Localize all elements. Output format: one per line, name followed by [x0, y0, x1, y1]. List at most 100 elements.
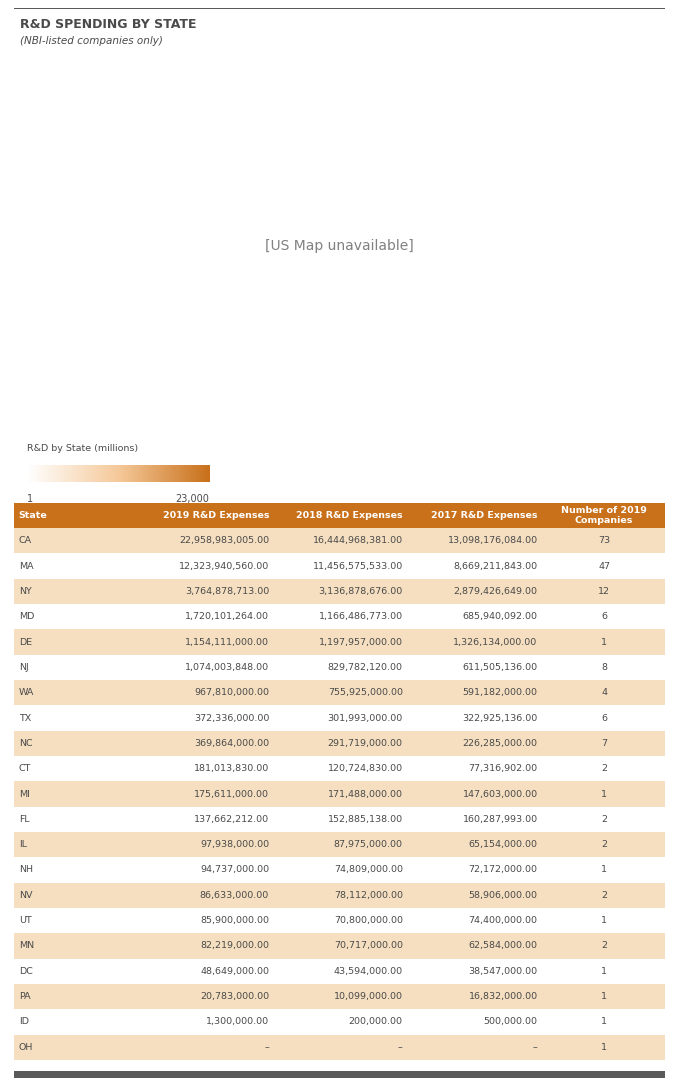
FancyBboxPatch shape	[141, 908, 274, 934]
FancyBboxPatch shape	[408, 528, 543, 553]
FancyBboxPatch shape	[274, 908, 408, 934]
Text: 73: 73	[598, 536, 610, 545]
Text: NJ: NJ	[19, 663, 29, 672]
Text: MN: MN	[19, 941, 34, 951]
Text: R&D SPENDING BY STATE: R&D SPENDING BY STATE	[20, 17, 197, 30]
FancyBboxPatch shape	[14, 1072, 665, 1078]
Text: 829,782,120.00: 829,782,120.00	[328, 663, 403, 672]
FancyBboxPatch shape	[543, 756, 665, 782]
Text: 6: 6	[601, 612, 607, 621]
Text: CT: CT	[19, 764, 31, 773]
FancyBboxPatch shape	[408, 857, 543, 883]
FancyBboxPatch shape	[408, 604, 543, 630]
FancyBboxPatch shape	[141, 958, 274, 984]
Text: 1: 1	[601, 1042, 607, 1052]
Text: Number of 2019
Companies: Number of 2019 Companies	[562, 506, 647, 525]
FancyBboxPatch shape	[141, 528, 274, 553]
FancyBboxPatch shape	[408, 806, 543, 832]
FancyBboxPatch shape	[543, 1035, 665, 1060]
Text: 72,172,000.00: 72,172,000.00	[469, 866, 538, 874]
FancyBboxPatch shape	[408, 832, 543, 857]
Text: NV: NV	[19, 890, 33, 900]
FancyBboxPatch shape	[141, 680, 274, 705]
FancyBboxPatch shape	[14, 705, 141, 731]
Text: R&D by State (millions): R&D by State (millions)	[26, 444, 138, 453]
Text: –: –	[264, 1042, 269, 1052]
FancyBboxPatch shape	[274, 934, 408, 958]
Text: 4: 4	[601, 688, 607, 697]
FancyBboxPatch shape	[141, 1009, 274, 1035]
FancyBboxPatch shape	[543, 806, 665, 832]
Text: 48,649,000.00: 48,649,000.00	[200, 967, 269, 976]
FancyBboxPatch shape	[14, 528, 141, 553]
FancyBboxPatch shape	[141, 782, 274, 806]
FancyBboxPatch shape	[141, 1035, 274, 1060]
Text: 16,832,000.00: 16,832,000.00	[469, 992, 538, 1001]
FancyBboxPatch shape	[543, 630, 665, 654]
FancyBboxPatch shape	[543, 1009, 665, 1035]
Text: 13,098,176,084.00: 13,098,176,084.00	[447, 536, 538, 545]
Text: 175,611,000.00: 175,611,000.00	[194, 789, 269, 799]
FancyBboxPatch shape	[14, 908, 141, 934]
FancyBboxPatch shape	[14, 984, 141, 1009]
FancyBboxPatch shape	[408, 934, 543, 958]
FancyBboxPatch shape	[14, 756, 141, 782]
FancyBboxPatch shape	[543, 705, 665, 731]
FancyBboxPatch shape	[14, 958, 141, 984]
FancyBboxPatch shape	[14, 553, 141, 579]
Text: 10,099,000.00: 10,099,000.00	[333, 992, 403, 1001]
FancyBboxPatch shape	[14, 934, 141, 958]
FancyBboxPatch shape	[408, 984, 543, 1009]
FancyBboxPatch shape	[141, 654, 274, 680]
Text: OH: OH	[19, 1042, 33, 1052]
FancyBboxPatch shape	[14, 832, 141, 857]
FancyBboxPatch shape	[543, 832, 665, 857]
Text: MA: MA	[19, 562, 33, 570]
Text: 2018 R&D Expenses: 2018 R&D Expenses	[296, 511, 403, 520]
Text: PA: PA	[19, 992, 31, 1001]
Text: MD: MD	[19, 612, 34, 621]
FancyBboxPatch shape	[14, 806, 141, 832]
FancyBboxPatch shape	[408, 502, 543, 528]
FancyBboxPatch shape	[408, 958, 543, 984]
FancyBboxPatch shape	[543, 883, 665, 908]
FancyBboxPatch shape	[274, 579, 408, 604]
Text: 2: 2	[601, 840, 607, 849]
Text: 65,154,000.00: 65,154,000.00	[469, 840, 538, 849]
Text: 2017 R&D Expenses: 2017 R&D Expenses	[431, 511, 538, 520]
Text: 12: 12	[598, 586, 610, 596]
Text: 2: 2	[601, 941, 607, 951]
Text: 47: 47	[598, 562, 610, 570]
FancyBboxPatch shape	[274, 705, 408, 731]
FancyBboxPatch shape	[543, 857, 665, 883]
Text: 120,724,830.00: 120,724,830.00	[327, 764, 403, 773]
Text: 2: 2	[601, 815, 607, 824]
FancyBboxPatch shape	[543, 984, 665, 1009]
FancyBboxPatch shape	[274, 832, 408, 857]
Text: 78,112,000.00: 78,112,000.00	[333, 890, 403, 900]
FancyBboxPatch shape	[408, 705, 543, 731]
Text: 23,000: 23,000	[175, 494, 209, 503]
Text: 11,456,575,533.00: 11,456,575,533.00	[312, 562, 403, 570]
FancyBboxPatch shape	[274, 857, 408, 883]
Text: 2,879,426,649.00: 2,879,426,649.00	[454, 586, 538, 596]
Text: 160,287,993.00: 160,287,993.00	[462, 815, 538, 824]
Text: 591,182,000.00: 591,182,000.00	[462, 688, 538, 697]
Text: 6: 6	[601, 714, 607, 722]
FancyBboxPatch shape	[274, 680, 408, 705]
FancyBboxPatch shape	[274, 630, 408, 654]
Text: –: –	[398, 1042, 403, 1052]
FancyBboxPatch shape	[141, 705, 274, 731]
FancyBboxPatch shape	[543, 654, 665, 680]
FancyBboxPatch shape	[14, 604, 141, 630]
Text: 1: 1	[601, 1018, 607, 1026]
FancyBboxPatch shape	[274, 1009, 408, 1035]
Text: 62,584,000.00: 62,584,000.00	[469, 941, 538, 951]
Text: –: –	[533, 1042, 538, 1052]
Text: 137,662,212.00: 137,662,212.00	[194, 815, 269, 824]
Text: 43,594,000.00: 43,594,000.00	[333, 967, 403, 976]
Text: 1,300,000.00: 1,300,000.00	[206, 1018, 269, 1026]
FancyBboxPatch shape	[274, 782, 408, 806]
Text: 8,669,211,843.00: 8,669,211,843.00	[454, 562, 538, 570]
Text: 369,864,000.00: 369,864,000.00	[194, 738, 269, 748]
